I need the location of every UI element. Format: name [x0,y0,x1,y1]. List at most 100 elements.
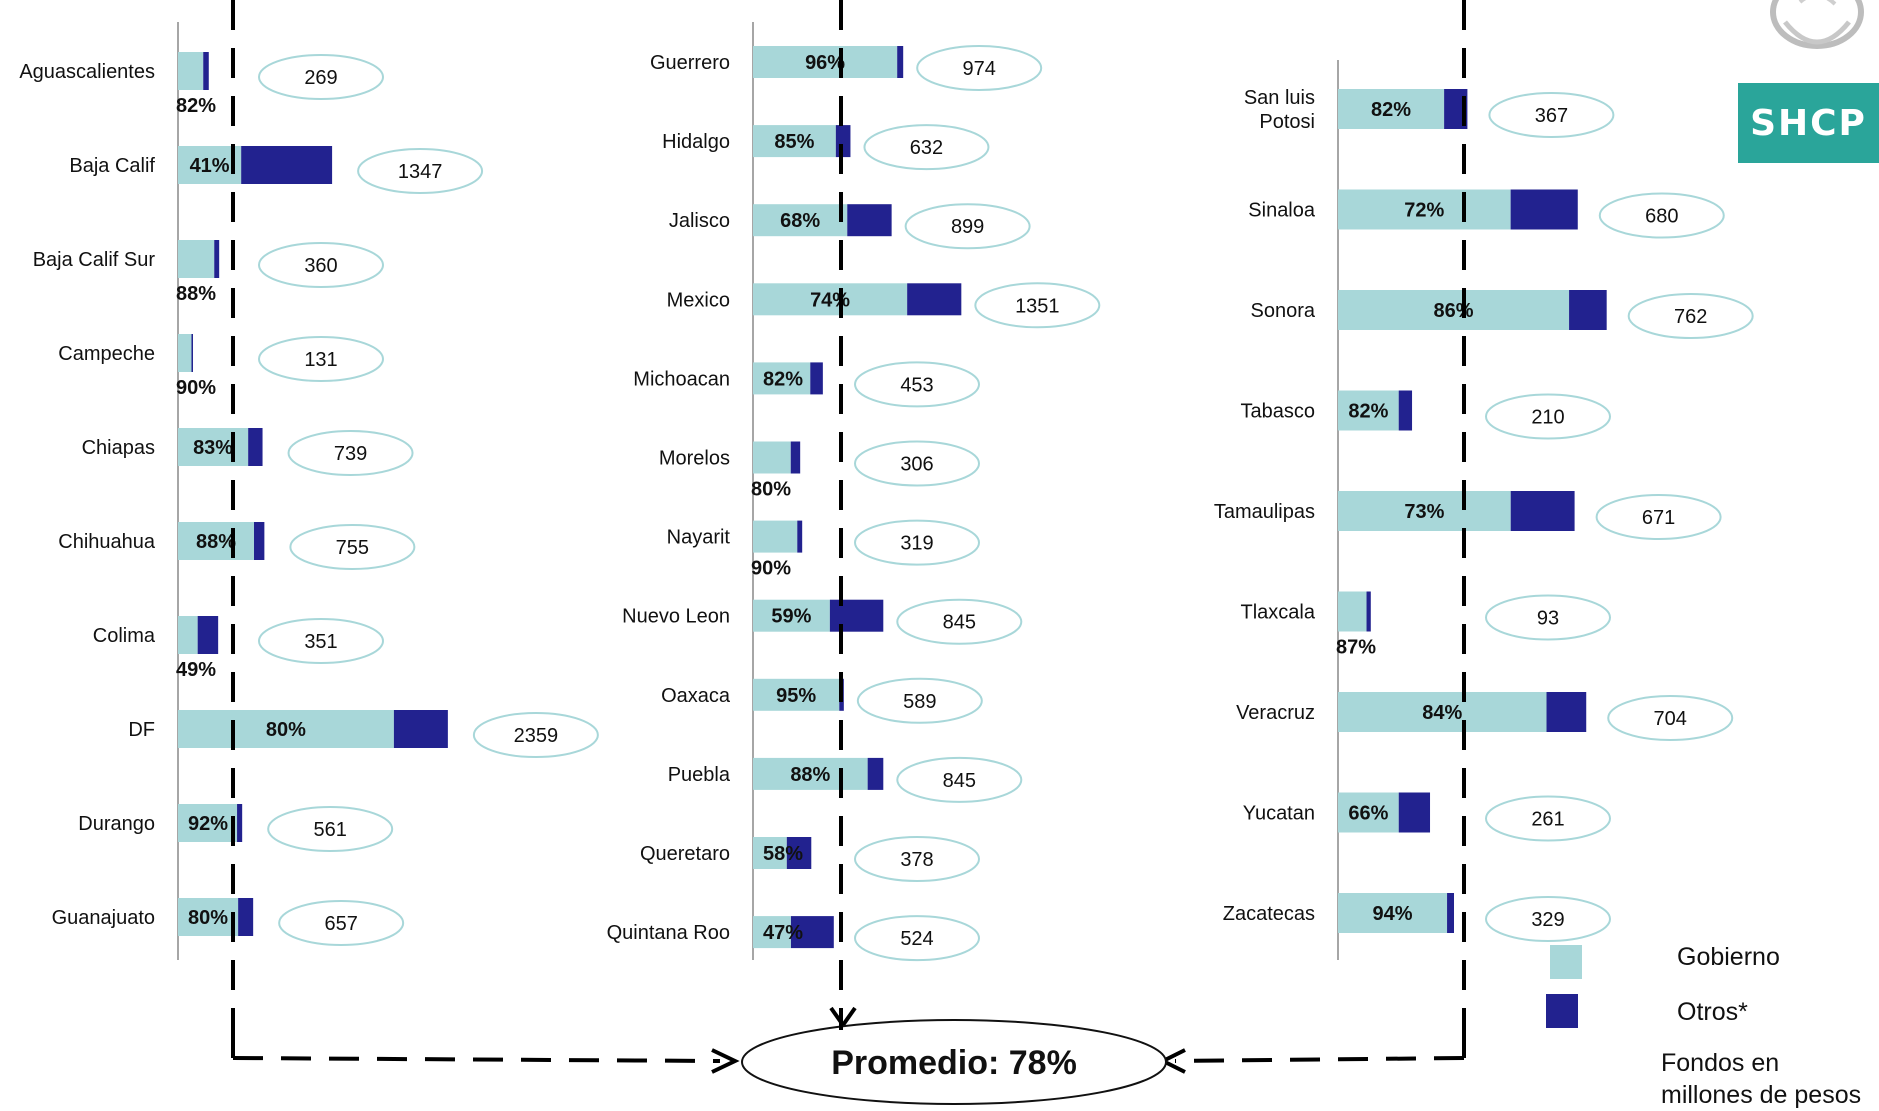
state-label-queretaro: Queretaro [640,843,730,865]
bar-gobierno-michoacan [753,362,811,395]
total-ellipse-nayarit [854,519,980,566]
total-label-guanajuato: 657 [324,913,357,935]
average-ellipse [741,1019,1167,1105]
bar-otros-jalisco [847,204,892,237]
state-label-sinaloa: Sinaloa [1248,200,1316,222]
average-label: Promedio: 78% [831,1044,1077,1082]
state-label-oaxaca: Oaxaca [661,685,731,707]
bar-otros-michoacan [810,362,823,395]
bar-gobierno-puebla [753,757,868,790]
total-label-mexico: 1351 [1015,295,1060,317]
total-label-guerrero: 974 [963,58,996,80]
bar-otros-guerrero [897,46,904,78]
bar-otros-durango [237,804,243,842]
bar-gobierno-aguascalientes [178,52,204,90]
total-ellipse-san-luis-potosi [1488,92,1615,138]
bar-gobierno-jalisco [753,204,848,237]
bar-gobierno-df [178,710,394,748]
bar-gobierno-zacatecas [1338,893,1448,933]
bar-gobierno-sinaloa [1338,189,1511,230]
pct-label-tabasco: 82% [1348,401,1388,423]
bar-gobierno-veracruz [1338,692,1547,732]
bar-gobierno-durango [178,804,238,842]
units-note-line2: millones de pesos [1661,1081,1862,1109]
total-label-jalisco: 899 [951,216,984,238]
pct-label-michoacan: 82% [763,368,803,390]
state-label-chihuahua: Chihuahua [58,531,156,553]
bar-otros-sinaloa [1510,189,1578,230]
pct-label-guanajuato: 80% [188,907,228,929]
pct-label-baja-calif-sur: 88% [176,283,216,305]
bar-otros-queretaro [786,837,812,869]
bar-otros-chiapas [248,428,263,466]
total-ellipse-quintana-roo [854,915,980,962]
pct-label-veracruz: 84% [1422,702,1462,724]
bar-otros-baja-calif-sur [214,240,220,278]
state-label-hidalgo: Hidalgo [662,131,730,153]
pct-label-mexico: 74% [810,289,850,311]
total-label-durango: 561 [313,819,346,841]
total-ellipse-michoacan [854,361,980,408]
state-label-tamaulipas: Tamaulipas [1214,501,1315,523]
total-ellipse-hidalgo [863,124,990,171]
bar-gobierno-yucatan [1338,792,1399,833]
total-ellipse-guanajuato [278,900,405,946]
total-ellipse-puebla [896,756,1023,803]
bar-gobierno-nayarit [753,520,798,553]
pct-label-baja-calif: 41% [190,155,230,177]
bar-gobierno-campeche [178,334,192,372]
total-ellipse-baja-calif [357,148,484,194]
total-ellipse-sonora [1627,293,1754,339]
pct-label-aguascalientes: 82% [176,95,216,117]
bar-otros-nuevo-leon [829,599,884,632]
bar-otros-mexico [907,283,962,316]
total-label-tlaxcala: 93 [1537,608,1559,630]
total-label-baja-calif-sur: 360 [304,255,337,277]
total-label-tabasco: 210 [1531,407,1564,429]
bar-otros-campeche [191,334,193,372]
state-label-colima: Colima [93,625,156,647]
total-label-df: 2359 [514,725,559,747]
bar-gobierno-guerrero [753,46,898,78]
state-label-guerrero: Guerrero [650,52,730,74]
total-ellipse-campeche [258,336,384,382]
state-label-durango: Durango [78,813,155,835]
bar-gobierno-hidalgo [753,125,836,158]
pct-label-quintana-roo: 47% [763,922,803,944]
total-label-nayarit: 319 [900,533,933,555]
pct-label-durango: 92% [188,813,228,835]
total-ellipse-mexico [974,282,1101,329]
arrowhead-left-icon [711,1048,740,1074]
total-ellipse-guerrero [916,45,1043,91]
bar-otros-puebla [867,757,884,790]
bar-gobierno-mexico [753,283,908,316]
total-label-morelos: 306 [900,454,933,476]
total-ellipse-aguascalientes [258,54,384,100]
pct-label-sinaloa: 72% [1404,200,1444,222]
state-label-df: DF [128,719,155,741]
bar-gobierno-morelos [753,441,791,474]
total-ellipse-sinaloa [1598,192,1725,239]
total-label-quintana-roo: 524 [900,928,933,950]
mexican-seal-icon [1755,0,1879,72]
pct-label-nayarit: 90% [751,558,791,580]
state-label-zacatecas: Zacatecas [1223,903,1315,925]
bar-gobierno-tlaxcala [1338,591,1367,632]
total-ellipse-veracruz [1607,695,1734,741]
shcp-logo: SHCP [1738,83,1879,163]
state-label-morelos: Morelos [659,448,730,470]
pct-label-colima: 49% [176,659,216,681]
total-label-yucatan: 261 [1531,809,1564,831]
bar-gobierno-san-luis-potosi [1338,89,1445,129]
bar-gobierno-chihuahua [178,522,255,560]
total-ellipse-tamaulipas [1595,494,1722,540]
pct-label-tamaulipas: 73% [1404,501,1444,523]
state-label-san-luis-potosi: San luis Potosi [1244,87,1315,133]
pct-label-guerrero: 96% [805,52,845,74]
legend-swatch-otros [1546,994,1578,1028]
bar-gobierno-queretaro [753,837,787,869]
pct-label-tlaxcala: 87% [1336,637,1376,659]
total-ellipse-tabasco [1485,393,1611,440]
bar-otros-san-luis-potosi [1444,89,1468,129]
